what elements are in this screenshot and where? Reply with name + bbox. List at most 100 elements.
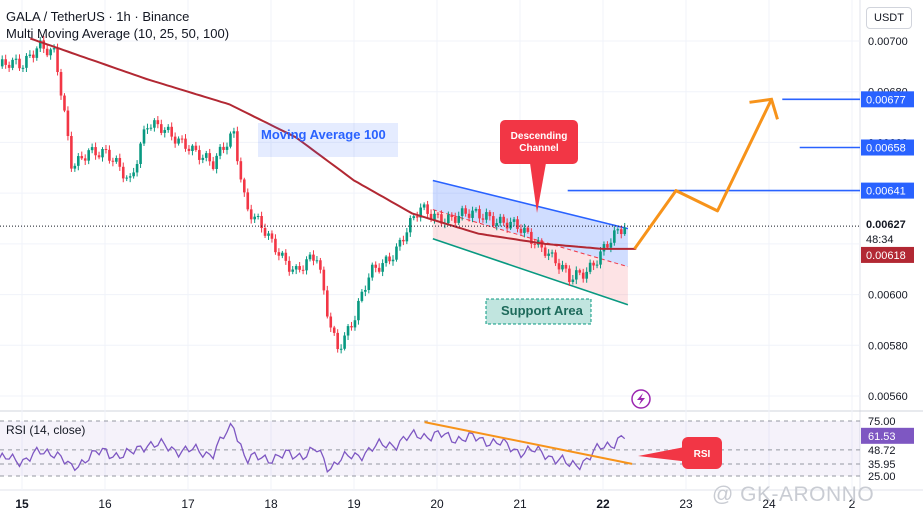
- candle: [377, 263, 381, 274]
- time-tick-label: 20: [430, 497, 444, 511]
- rsi-line[interactable]: [0, 422, 626, 473]
- candle: [613, 226, 616, 246]
- symbol-title: GALA / TetherUS · 1h · Binance: [6, 9, 190, 24]
- candle-body: [42, 40, 46, 49]
- time-tick-label: 21: [513, 497, 527, 511]
- candle-body: [274, 238, 277, 253]
- ma100-annotation[interactable]: Moving Average 100: [258, 123, 398, 157]
- candle: [70, 131, 73, 172]
- candle-body: [63, 95, 66, 111]
- candle: [568, 265, 571, 286]
- price-marker[interactable]: 0.00658: [861, 139, 914, 156]
- candle: [381, 259, 384, 277]
- moving-average-100-line[interactable]: [29, 37, 637, 250]
- rsi-tick-label: 48.72: [868, 445, 896, 457]
- candle: [453, 212, 457, 228]
- candle-body: [581, 272, 585, 279]
- candle-body: [7, 64, 11, 68]
- candle-body: [263, 228, 267, 236]
- price-marker[interactable]: 0.00677: [861, 91, 914, 108]
- price-marker[interactable]: 0.00641: [861, 182, 914, 199]
- candle-body: [457, 215, 461, 223]
- indicator-title[interactable]: Multi Moving Average (10, 25, 50, 100): [6, 26, 230, 41]
- candle-body: [312, 254, 315, 261]
- projection-path[interactable]: [633, 98, 773, 250]
- candle: [52, 44, 56, 53]
- candle: [49, 47, 52, 60]
- candle: [256, 213, 260, 220]
- candle-body: [346, 326, 350, 336]
- candle: [426, 200, 429, 219]
- candle: [364, 285, 367, 297]
- rsi-current-marker[interactable]: 61.53: [861, 427, 914, 444]
- candle: [384, 254, 388, 267]
- candle-body: [25, 55, 28, 68]
- candle: [160, 119, 163, 136]
- candle-body: [315, 260, 319, 262]
- price-marker[interactable]: 0.00627: [861, 216, 914, 233]
- candle: [232, 127, 236, 138]
- rsi-callout[interactable]: RSI: [638, 437, 722, 469]
- candle: [132, 167, 135, 179]
- candle-body: [592, 262, 595, 266]
- candle-body: [568, 268, 571, 282]
- candle: [128, 173, 132, 183]
- candle: [125, 175, 129, 182]
- alert-lightning-icon[interactable]: [631, 389, 651, 409]
- candle-body: [319, 260, 322, 270]
- currency-badge[interactable]: USDT: [866, 7, 912, 29]
- candle: [502, 214, 505, 227]
- candle: [83, 154, 87, 165]
- candle-body: [415, 216, 419, 218]
- candle-body: [526, 227, 530, 232]
- candle: [509, 217, 512, 231]
- candle-body: [606, 244, 609, 248]
- candle-body: [28, 54, 32, 56]
- candle-body: [115, 157, 118, 162]
- candle: [405, 227, 409, 245]
- channel-top-line[interactable]: [432, 179, 629, 230]
- time-tick-label: 23: [679, 497, 693, 511]
- candle: [519, 224, 523, 237]
- candle-body: [402, 239, 405, 242]
- candle-body: [374, 264, 378, 268]
- price-marker[interactable]: 48:34: [861, 231, 914, 248]
- candle-body: [360, 291, 364, 301]
- rsi-divergence-line[interactable]: [424, 421, 633, 465]
- candle: [322, 266, 326, 295]
- candle-body: [453, 216, 457, 223]
- price-marker-bg: [861, 182, 914, 199]
- candle-body: [599, 251, 602, 265]
- candle-body: [243, 179, 246, 193]
- descending-channel-callout[interactable]: Descending Channel: [500, 120, 578, 213]
- candle-body: [305, 259, 308, 271]
- price-marker[interactable]: 0.00618: [861, 246, 914, 263]
- candle: [350, 321, 353, 331]
- candle: [346, 324, 350, 340]
- candle: [599, 247, 602, 269]
- candle-body: [94, 147, 97, 156]
- time-tick-label: 18: [264, 497, 278, 511]
- support-area-annotation[interactable]: Support Area: [485, 298, 592, 325]
- candle: [533, 239, 537, 249]
- candle-body: [554, 252, 557, 264]
- candle: [433, 210, 436, 224]
- candle: [575, 266, 578, 285]
- candle-body: [609, 242, 613, 248]
- candle: [367, 273, 371, 294]
- candle: [187, 145, 191, 155]
- candle: [135, 160, 139, 177]
- candle-body: [191, 145, 194, 151]
- candle: [104, 144, 108, 154]
- candle-body: [478, 209, 481, 219]
- channel-bottom-line[interactable]: [432, 238, 629, 306]
- candle-body: [519, 228, 523, 233]
- candle: [554, 249, 557, 266]
- candle-body: [215, 155, 218, 169]
- candle: [474, 207, 478, 213]
- candle: [63, 93, 66, 113]
- candle: [543, 243, 547, 258]
- candle: [326, 285, 329, 319]
- candle-body: [281, 252, 284, 256]
